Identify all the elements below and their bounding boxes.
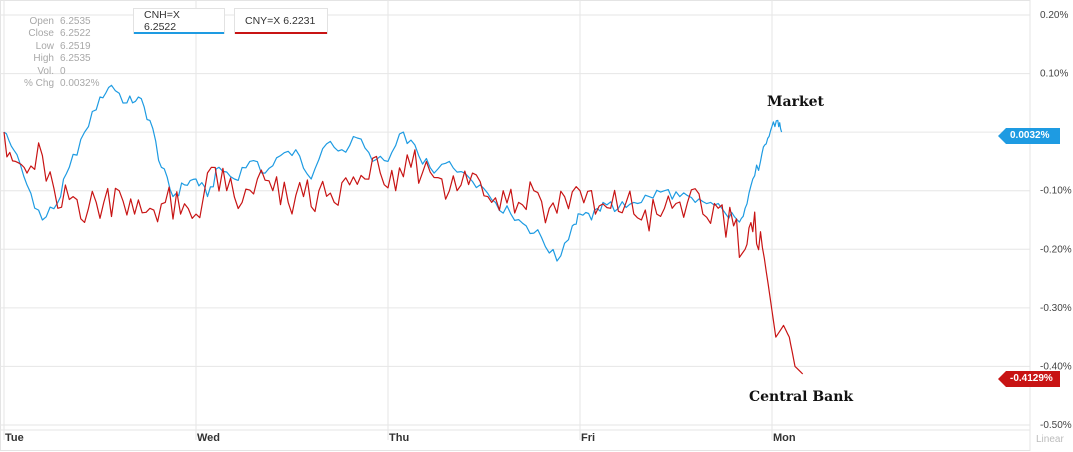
x-tick-label: Wed <box>197 432 220 444</box>
ohlc-row: Vol. 0 <box>18 66 99 78</box>
ohlc-panel: Open 6.2535 Close 6.2522 Low 6.2519 High 6.2535… <box>18 16 100 90</box>
series-line-cnh-x <box>3 84 783 262</box>
y-tick-label: 0.10% <box>1040 69 1068 80</box>
ohlc-label: Open <box>29 16 54 27</box>
ohlc-value: 6.2519 <box>60 40 91 52</box>
y-tick-label: -0.20% <box>1040 244 1072 255</box>
ohlc-label: Low <box>35 40 54 52</box>
ohlc-value: 0 <box>60 65 66 77</box>
ohlc-row: Low 6.2519 <box>18 41 99 53</box>
legend-swatch-cnh <box>134 32 224 34</box>
ohlc-label: High <box>33 53 54 65</box>
plot-frame <box>0 0 1031 451</box>
ohlc-row: Open 6.2535 <box>18 16 99 28</box>
ohlc-value: 0.0032% <box>60 78 100 90</box>
scale-label: Linear <box>1036 434 1064 445</box>
annotation-market: Market <box>767 94 825 110</box>
y-tick-label: -0.50% <box>1040 420 1072 431</box>
series-line-cny-x <box>3 132 804 375</box>
last-value-tag-cny: -0.4129% <box>998 371 1060 387</box>
ohlc-value: 6.2535 <box>60 16 91 27</box>
x-tick-label: Tue <box>5 432 24 444</box>
y-tick-label: 0.20% <box>1040 10 1068 21</box>
x-tick-label: Fri <box>581 432 595 444</box>
y-tick-label: -0.30% <box>1040 303 1072 314</box>
legend-label-cny: CNY=X 6.2231 <box>245 15 316 27</box>
x-tick-label: Mon <box>773 432 796 444</box>
ohlc-label: % Chg <box>23 78 54 90</box>
legend-swatch-cny <box>235 32 327 34</box>
legend-label-cnh: CNH=X 6.2522 <box>144 9 180 33</box>
ohlc-row: High 6.2535 <box>18 53 99 65</box>
y-tick-label: -0.10% <box>1040 186 1072 197</box>
ohlc-row: Close 6.2522 <box>18 28 99 40</box>
ohlc-label: Vol. <box>37 65 54 77</box>
ohlc-row: % Chg 0.0032% <box>18 78 100 90</box>
last-value-tag-cnh: 0.0032% <box>998 128 1060 144</box>
y-tick-label: -0.40% <box>1040 361 1072 372</box>
legend-item-cnh[interactable]: CNH=X 6.2522 <box>133 8 225 34</box>
ohlc-value: 6.2535 <box>60 53 91 65</box>
x-tick-label: Thu <box>389 432 409 444</box>
legend-item-cny[interactable]: CNY=X 6.2231 <box>234 8 328 34</box>
ohlc-value: 6.2522 <box>60 28 91 40</box>
annotation-central-bank: Central Bank <box>749 389 854 405</box>
ohlc-label: Close <box>28 28 54 40</box>
